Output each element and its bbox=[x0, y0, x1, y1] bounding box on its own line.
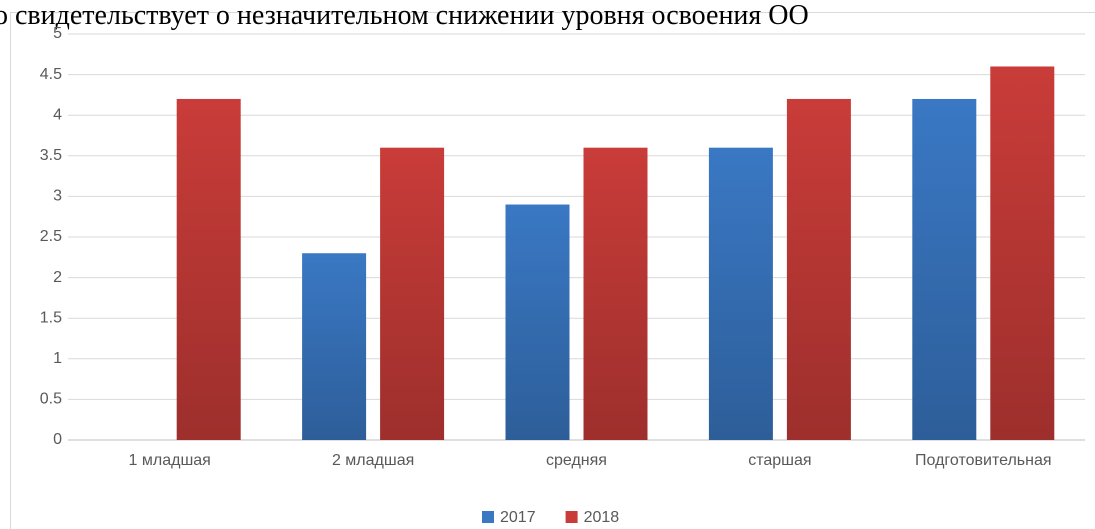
bar bbox=[176, 98, 241, 441]
bar bbox=[380, 147, 445, 440]
y-tick-label: 3.5 bbox=[40, 147, 62, 164]
bar bbox=[786, 98, 851, 441]
bar bbox=[708, 147, 773, 440]
x-tick-label: старшая bbox=[748, 452, 811, 469]
y-tick-label: 2.5 bbox=[40, 228, 62, 245]
legend-swatch bbox=[565, 511, 578, 523]
document-text: о свидетельствует о незначительном сниже… bbox=[0, 0, 809, 31]
bar bbox=[302, 253, 367, 440]
bar bbox=[505, 204, 570, 440]
y-tick-label: 1.5 bbox=[40, 309, 62, 326]
legend-label: 2018 bbox=[584, 509, 620, 526]
y-tick-label: 0 bbox=[53, 431, 62, 448]
x-tick-label: 2 младшая bbox=[332, 452, 414, 469]
bar bbox=[912, 98, 977, 441]
y-tick-label: 4.5 bbox=[40, 66, 62, 83]
bar bbox=[583, 147, 648, 440]
y-tick-label: 4 bbox=[53, 106, 62, 123]
legend-swatch bbox=[482, 511, 494, 523]
x-tick-label: 1 младшая bbox=[129, 452, 211, 469]
x-tick-label: Подготовительная bbox=[915, 452, 1051, 469]
y-tick-label: 5 bbox=[53, 25, 62, 42]
y-tick-label: 0.5 bbox=[40, 391, 62, 408]
y-tick-label: 1 bbox=[53, 350, 62, 367]
y-tick-label: 2 bbox=[53, 269, 62, 286]
legend-label: 2017 bbox=[500, 509, 536, 526]
x-tick-label: средняя bbox=[546, 452, 607, 469]
bar bbox=[990, 66, 1055, 440]
y-tick-label: 3 bbox=[53, 188, 62, 205]
